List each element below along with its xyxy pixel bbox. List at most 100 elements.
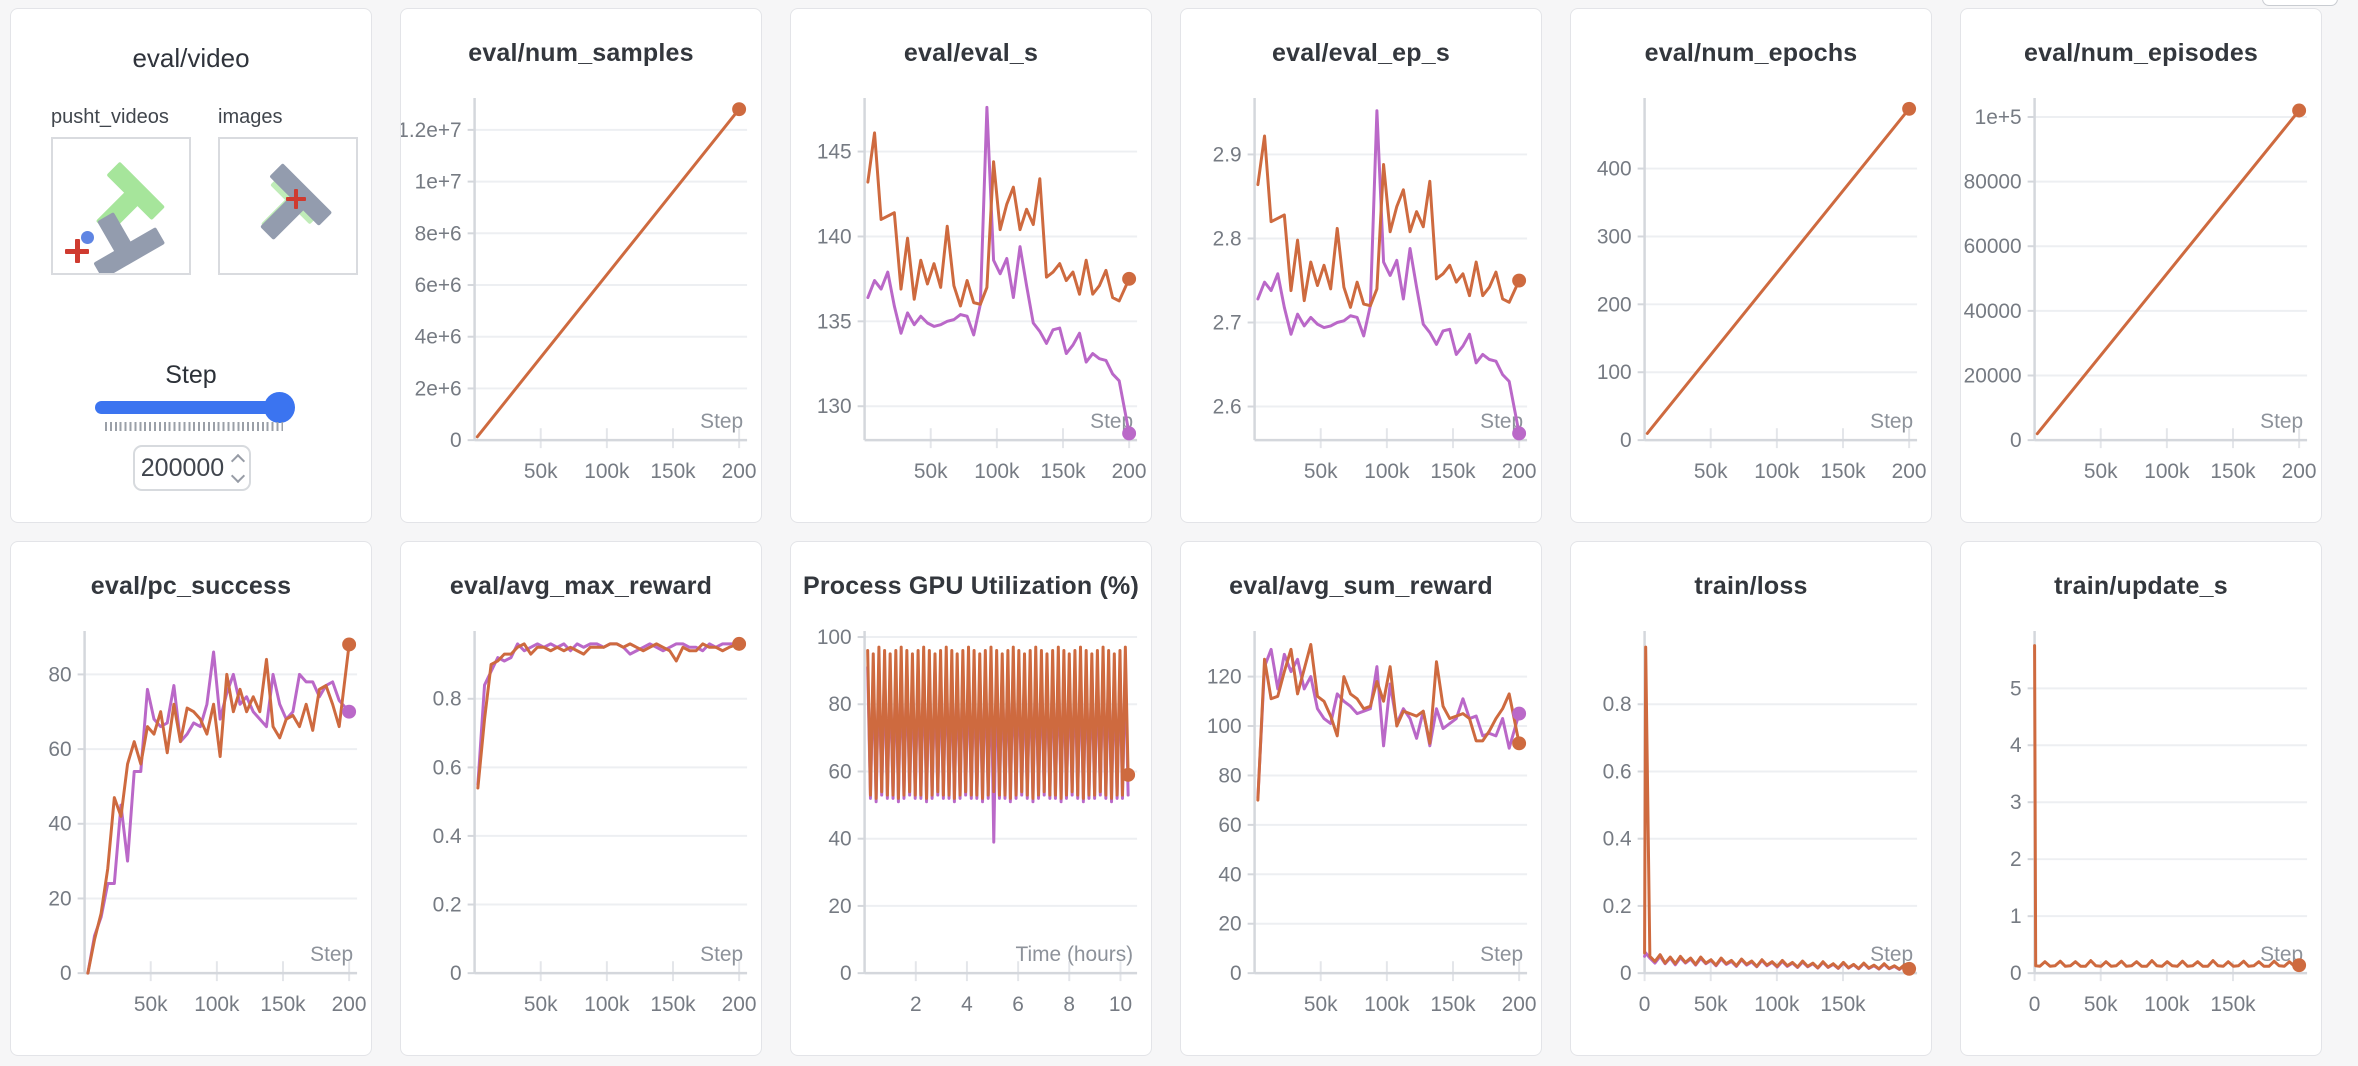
svg-text:150k: 150k [1820, 993, 1866, 1016]
svg-text:Step: Step [1480, 943, 1523, 966]
panel-eval-num-episodes: eval/num_episodes 0 20000 40000 60000 80000 1… [1960, 8, 2322, 523]
svg-text:150k: 150k [2210, 460, 2256, 483]
svg-text:50k: 50k [1304, 993, 1338, 1016]
spinner-up-icon[interactable] [231, 453, 246, 468]
svg-text:150k: 150k [1040, 460, 1086, 483]
pusht-video-thumbnail[interactable] [51, 137, 191, 275]
svg-text:Step: Step [2260, 410, 2303, 433]
chart-svg: 0 20 40 60 80 100 2 4 6 8 10 Time (hours) [817, 626, 1138, 1016]
svg-text:100k: 100k [1364, 993, 1410, 1016]
step-slider-thumb[interactable] [264, 392, 295, 423]
line-chart-eval-num-samples[interactable]: 0 2e+6 4e+6 6e+6 8e+6 1e+7 1.2e+7 50k 100k 150k 20… [401, 73, 761, 503]
panel-title: eval/video [132, 43, 250, 73]
chart-svg: 0 20 40 60 80 50k 100k 150k 200 Step [48, 631, 367, 1016]
svg-text:60: 60 [828, 760, 851, 783]
svg-text:50k: 50k [524, 993, 558, 1016]
step-input-value[interactable]: 200000 [140, 453, 225, 482]
svg-text:20: 20 [828, 895, 851, 918]
svg-text:80: 80 [48, 663, 71, 686]
svg-text:0: 0 [60, 962, 72, 985]
svg-text:2: 2 [910, 993, 922, 1016]
svg-text:Step: Step [1090, 410, 1133, 433]
svg-text:Step: Step [2260, 943, 2303, 966]
svg-text:150k: 150k [1430, 993, 1476, 1016]
svg-text:6: 6 [1012, 993, 1024, 1016]
svg-text:50k: 50k [524, 460, 558, 483]
chart-title: train/update_s [2054, 572, 2228, 600]
panel-eval-video: eval/video pusht_videos images Step [10, 8, 372, 523]
line-chart-eval-avg-max-reward[interactable]: 0 0.2 0.4 0.6 0.8 50k 100k 150k 200 Step [401, 606, 761, 1036]
panel-eval-num-epochs: eval/num_epochs 0 100 200 300 400 50k 100k 150k… [1570, 8, 1932, 523]
svg-text:0.6: 0.6 [1603, 760, 1632, 783]
svg-text:150k: 150k [1430, 460, 1476, 483]
chart-title: eval/num_epochs [1644, 39, 1858, 67]
svg-text:4: 4 [961, 993, 973, 1016]
panel-process-gpu-utilization: Process GPU Utilization (%) 0 20 40 60 80 100… [790, 541, 1152, 1056]
svg-text:50k: 50k [1694, 993, 1728, 1016]
svg-text:Step: Step [700, 410, 743, 433]
svg-text:40: 40 [1218, 863, 1241, 886]
chart-svg: 0 1 2 3 4 5 0 50k 100k 150k Step [2010, 631, 2308, 1016]
svg-text:50k: 50k [2084, 460, 2118, 483]
svg-text:60: 60 [1218, 814, 1241, 837]
svg-text:4: 4 [2010, 734, 2022, 757]
line-chart-train-loss[interactable]: 0 0.2 0.4 0.6 0.8 0 50k 100k 150k Step [1571, 606, 1931, 1036]
svg-text:50k: 50k [1694, 460, 1728, 483]
line-chart-eval-num-epochs[interactable]: 0 100 200 300 400 50k 100k 150k 200 Step [1571, 73, 1931, 503]
chart-title: eval/eval_s [903, 39, 1039, 67]
svg-text:300: 300 [1597, 225, 1632, 248]
svg-text:200: 200 [1597, 293, 1632, 316]
svg-text:150k: 150k [650, 993, 696, 1016]
svg-text:130: 130 [817, 395, 852, 418]
line-chart-eval-num-episodes[interactable]: 0 20000 40000 60000 80000 1e+5 50k 100k 150k 200 S… [1961, 73, 2321, 503]
svg-text:80: 80 [828, 693, 851, 716]
svg-text:6e+6: 6e+6 [415, 274, 462, 297]
svg-text:150k: 150k [260, 993, 306, 1016]
step-input[interactable]: 200000 [133, 445, 251, 491]
svg-text:120: 120 [1207, 666, 1242, 689]
svg-text:40: 40 [828, 828, 851, 851]
media-label-pusht-videos: pusht_videos [51, 106, 169, 128]
spinner-down-icon[interactable] [231, 468, 246, 483]
svg-text:2e+6: 2e+6 [415, 377, 462, 400]
svg-text:8e+6: 8e+6 [415, 222, 462, 245]
panel-eval-num-samples: eval/num_samples 0 2e+6 4e+6 6e+6 8e+6 1e+7 1.… [400, 8, 762, 523]
step-input-spinner[interactable] [231, 453, 246, 483]
chart-svg: 2.6 2.7 2.8 2.9 50k 100k 150k 200 Step [1213, 98, 1537, 483]
chart-title: eval/num_samples [468, 39, 694, 67]
svg-text:100k: 100k [584, 993, 630, 1016]
svg-text:200: 200 [722, 460, 757, 483]
svg-text:100k: 100k [1754, 460, 1800, 483]
svg-text:1.2e+7: 1.2e+7 [401, 119, 462, 142]
chart-svg: 0 20000 40000 60000 80000 1e+5 50k 100k 150k 200 S… [1964, 98, 2317, 483]
panel-eval-avg-sum-reward: eval/avg_sum_reward 0 20 40 60 80 100 120 50k 10… [1180, 541, 1542, 1056]
line-chart-train-update-s[interactable]: 0 1 2 3 4 5 0 50k 100k 150k Step [1961, 606, 2321, 1036]
images-thumbnail[interactable] [218, 137, 358, 275]
line-chart-eval-eval-ep-s[interactable]: 2.6 2.7 2.8 2.9 50k 100k 150k 200 Step [1181, 73, 1541, 503]
svg-text:0: 0 [450, 962, 462, 985]
svg-text:2.7: 2.7 [1213, 311, 1242, 334]
svg-text:1e+7: 1e+7 [415, 171, 462, 194]
chart-title: eval/pc_success [90, 572, 292, 600]
chart-title: eval/avg_sum_reward [1229, 572, 1493, 600]
svg-text:200: 200 [722, 993, 757, 1016]
svg-text:145: 145 [817, 141, 852, 164]
line-chart-process-gpu-utilization[interactable]: 0 20 40 60 80 100 2 4 6 8 10 Time (hours) [791, 606, 1151, 1036]
svg-text:2.8: 2.8 [1213, 227, 1242, 250]
svg-text:0.8: 0.8 [1603, 693, 1632, 716]
svg-text:0: 0 [450, 429, 462, 452]
line-chart-eval-avg-sum-reward[interactable]: 0 20 40 60 80 100 120 50k 100k 150k 200 Step [1181, 606, 1541, 1036]
svg-text:135: 135 [817, 310, 852, 333]
line-chart-eval-eval-s[interactable]: 130 135 140 145 50k 100k 150k 200 Step [791, 73, 1151, 503]
svg-text:100k: 100k [1364, 460, 1410, 483]
svg-text:80000: 80000 [1964, 171, 2022, 194]
line-chart-eval-pc-success[interactable]: 0 20 40 60 80 50k 100k 150k 200 Step [11, 606, 371, 1036]
svg-text:60000: 60000 [1964, 235, 2022, 258]
svg-text:50k: 50k [134, 993, 168, 1016]
svg-text:60: 60 [48, 738, 71, 761]
svg-text:Step: Step [700, 943, 743, 966]
svg-text:40: 40 [48, 813, 71, 836]
panel-train-loss: train/loss 0 0.2 0.4 0.6 0.8 0 50k 100k 150k Step [1570, 541, 1932, 1056]
chart-svg: 0 2e+6 4e+6 6e+6 8e+6 1e+7 1.2e+7 50k 100k 150k 20… [401, 98, 757, 483]
step-slider[interactable] [95, 392, 295, 423]
